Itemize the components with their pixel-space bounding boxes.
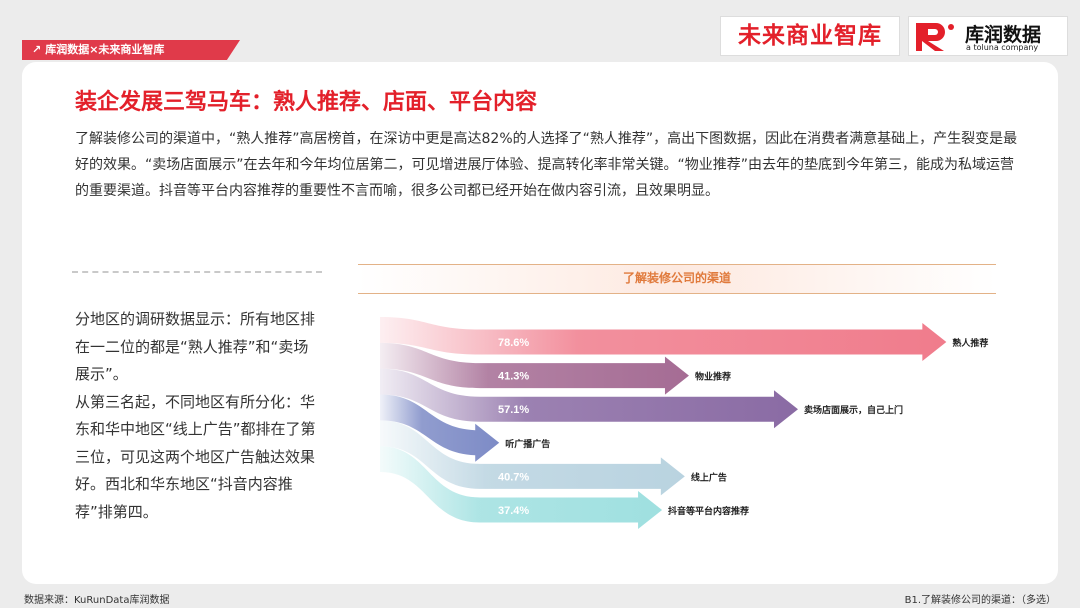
chart-title: 了解装修公司的渠道 xyxy=(358,264,996,294)
channel-value-label: 41.3% xyxy=(498,371,529,383)
channel-value-label: 13.8% xyxy=(498,438,529,450)
channel-arrow-bar xyxy=(380,342,689,395)
content-card: 装企发展三驾马车：熟人推荐、店面、平台内容 了解装修公司的渠道中，“熟人推荐”高… xyxy=(22,62,1058,584)
channel-category-label: 熟人推荐 xyxy=(952,337,988,349)
brand-logo-future-think-tank: 未来商业智库 xyxy=(720,16,900,56)
channel-value-label: 40.7% xyxy=(498,471,529,483)
report-tag: ↗ 库润数据×未来商业智库 xyxy=(22,40,240,60)
report-tag-text: 库润数据×未来商业智库 xyxy=(45,43,165,56)
channel-category-label: 听广播广告 xyxy=(505,438,550,450)
kurun-brand-name: 库润数据 xyxy=(965,24,1042,46)
channel-flow-chart: 78.6% 熟人推荐 41.3% 物业推荐 57.1% 卖场店面展示，自己上门 13.8%听… xyxy=(380,317,988,529)
kurun-brand-subtitle: a toluna company xyxy=(966,43,1039,52)
channel-arrow-bar xyxy=(380,446,663,529)
channel-category-label: 物业推荐 xyxy=(695,371,731,383)
dashed-divider xyxy=(72,271,322,273)
kurun-r-icon xyxy=(914,21,958,53)
channel-value-label: 37.4% xyxy=(498,505,529,517)
regional-summary-p2: 从第三名起，不同地区有所分化：华东和华中地区“线上广告”都排在了第三位，可见这两… xyxy=(75,392,316,521)
channel-category-label: 卖场店面展示，自己上门 xyxy=(804,404,903,416)
channel-value-label: 57.1% xyxy=(498,404,529,416)
intro-paragraph: 了解装修公司的渠道中，“熟人推荐”高居榜首，在深访中更是高达82%的人选择了“熟… xyxy=(75,131,1018,199)
page-title: 装企发展三驾马车：熟人推荐、店面、平台内容 xyxy=(75,90,538,115)
channel-category-label: 线上广告 xyxy=(691,471,727,483)
channel-arrow-bar xyxy=(380,368,798,429)
brand-logo-kurun: 库润数据 a toluna company xyxy=(908,16,1068,56)
channel-category-label: 抖音等平台内容推荐 xyxy=(668,505,749,517)
data-source: 数据来源：KuRunData库润数据 xyxy=(24,595,170,606)
question-note: B1.了解装修公司的渠道：（多选） xyxy=(904,595,1056,606)
regional-summary: 分地区的调研数据显示：所有地区排在一二位的都是“熟人推荐”和“卖场展示”。 从第… xyxy=(75,306,320,526)
channel-arrow-bar xyxy=(380,420,685,496)
channel-arrow-bar xyxy=(380,317,947,361)
regional-summary-p1: 分地区的调研数据显示：所有地区排在一二位的都是“熟人推荐”和“卖场展示”。 xyxy=(75,310,316,383)
channel-arrow-bar xyxy=(380,394,500,462)
channel-value-label: 78.6% xyxy=(498,337,529,349)
arrow-icon: ↗ xyxy=(32,43,42,56)
